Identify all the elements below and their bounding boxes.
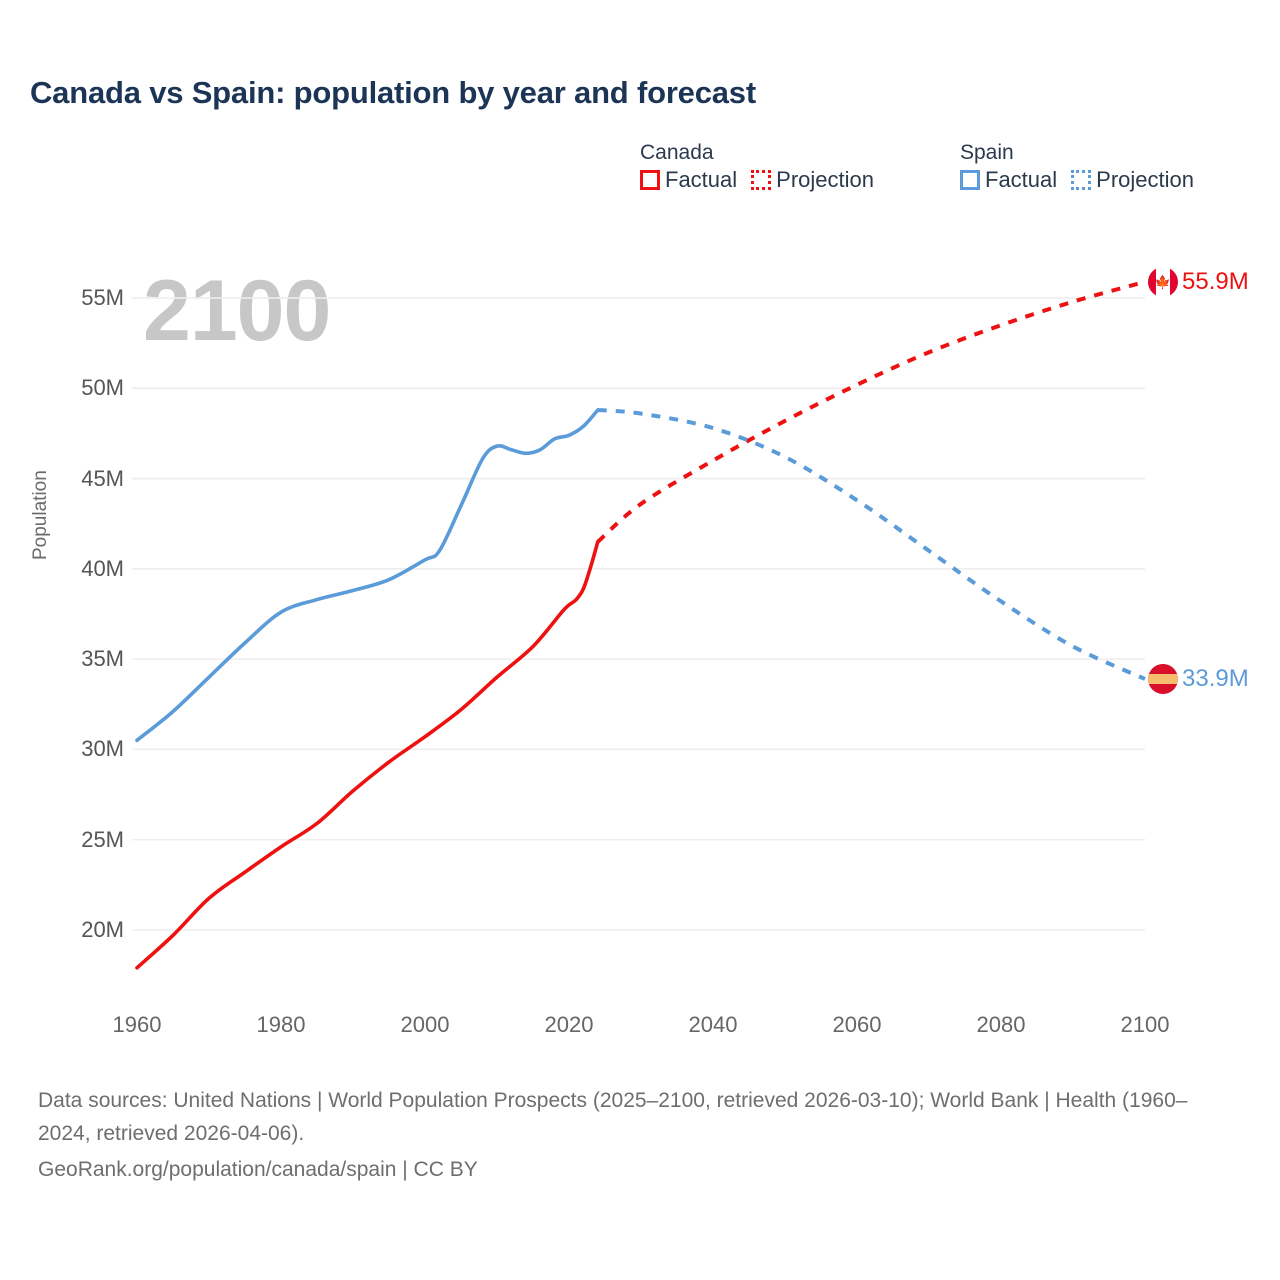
legend-item-canada-factual[interactable]: Factual: [640, 169, 737, 191]
legend-label-canada-factual: Factual: [665, 167, 738, 192]
series-line-canada-projection: [596, 279, 1146, 544]
y-tick-label: 30M: [81, 736, 124, 762]
legend-swatch-canada-factual-icon: [640, 170, 660, 190]
canada-flag-icon: 🍁: [1148, 266, 1178, 297]
year-watermark: 2100: [143, 263, 331, 359]
x-tick-label: 1960: [112, 1012, 162, 1037]
legend-group-canada: Canada Factual Projection: [640, 142, 960, 191]
legend-group-spain: Spain Factual Projection: [960, 142, 1280, 191]
y-tick-label: 35M: [81, 646, 124, 672]
x-tick-label: 2100: [1120, 1012, 1170, 1037]
y-tick-label: 50M: [81, 375, 124, 401]
legend-swatch-spain-factual-icon: [960, 170, 980, 190]
legend-label-canada-projection: Projection: [776, 167, 874, 192]
y-tick-label: 20M: [81, 916, 124, 942]
y-tick-label: 55M: [81, 285, 124, 311]
legend-group-spain-title: Spain: [960, 141, 1014, 164]
legend-group-canada-title: Canada: [640, 141, 714, 164]
chart-legend: Canada Factual Projection Spain Factual: [640, 142, 1280, 191]
legend-label-spain-projection: Projection: [1096, 167, 1194, 192]
legend-item-spain-factual[interactable]: Factual: [960, 169, 1057, 191]
end-value-spain: 33.9M: [1182, 664, 1249, 692]
legend-swatch-spain-projection-icon: [1071, 170, 1092, 190]
footer-line-2: GeoRank.org/population/canada/spain | CC…: [38, 1158, 478, 1182]
end-label-canada: 🍁 55.9M: [1148, 266, 1249, 297]
x-tick-label: 2060: [832, 1012, 882, 1037]
legend-label-spain-factual: Factual: [985, 167, 1058, 192]
x-tick-label: 2000: [400, 1012, 450, 1037]
y-tick-label: 45M: [81, 465, 124, 491]
end-label-spain: 33.9M: [1148, 663, 1249, 694]
x-tick-label: 2080: [976, 1012, 1026, 1037]
y-tick-label: 40M: [81, 555, 124, 581]
footer-line-1: Data sources: United Nations | World Pop…: [38, 1089, 1188, 1145]
x-tick-label: 2020: [544, 1012, 594, 1037]
page-title: Canada vs Spain: population by year and …: [30, 75, 756, 110]
legend-item-canada-projection[interactable]: Projection: [751, 169, 874, 191]
series-line-canada-factual: [135, 539, 600, 970]
legend-item-spain-projection[interactable]: Projection: [1071, 169, 1194, 191]
legend-swatch-canada-projection-icon: [751, 170, 772, 190]
x-tick-label: 1980: [256, 1012, 306, 1037]
series-line-spain-projection: [597, 408, 1146, 681]
x-tick-label: 2040: [688, 1012, 738, 1037]
y-tick-label: 25M: [81, 826, 124, 852]
end-value-canada: 55.9M: [1182, 267, 1249, 295]
footer-sources: Data sources: United Nations | World Pop…: [38, 1085, 1238, 1187]
spain-flag-icon: [1148, 663, 1178, 694]
series-line-spain-factual: [135, 408, 600, 743]
